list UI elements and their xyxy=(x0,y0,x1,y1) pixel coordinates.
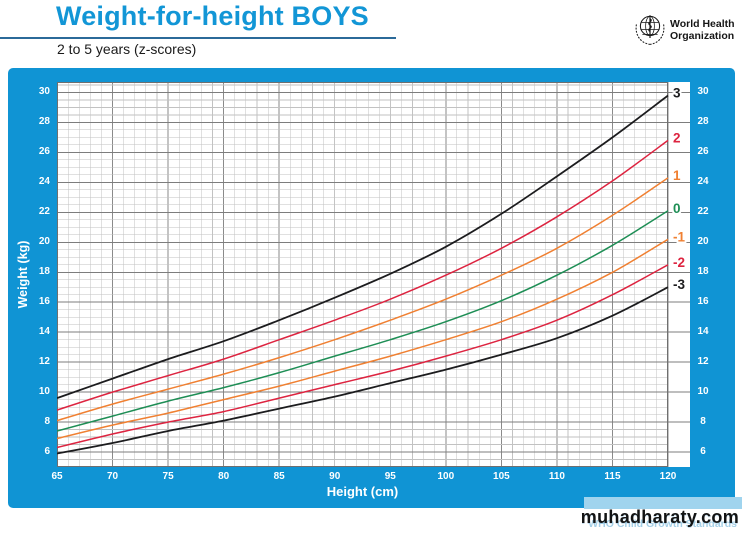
chart-canvas: 3 2 1 0 -1 -2 -3 xyxy=(57,82,690,467)
x-tick-label: 80 xyxy=(218,471,230,482)
who-logo-line1: World Health xyxy=(670,17,735,30)
y-tick-label-right: 18 xyxy=(697,265,709,277)
y-tick-label-left: 24 xyxy=(38,175,50,187)
z-score-label--1: -1 xyxy=(673,229,685,244)
page-title: Weight-for-height BOYS xyxy=(56,1,369,31)
x-tick-label: 120 xyxy=(659,471,677,482)
y-tick-label-right: 20 xyxy=(697,235,709,247)
x-tick-label: 115 xyxy=(604,471,621,482)
y-tick-label-left: 26 xyxy=(38,145,50,157)
z-score-label-0: 0 xyxy=(673,201,681,216)
z-curve-1 xyxy=(57,177,669,422)
z-curve-3 xyxy=(57,94,669,399)
z-score-label-1: 1 xyxy=(673,168,681,183)
z-score-label--2: -2 xyxy=(673,255,685,270)
z-score-label-2: 2 xyxy=(673,130,681,145)
x-tick-label: 70 xyxy=(106,471,119,482)
x-tick-label: 65 xyxy=(51,471,63,482)
y-tick-label-right: 10 xyxy=(697,385,709,397)
who-logo: World Health Organization xyxy=(634,13,735,47)
page-subtitle: 2 to 5 years (z-scores) xyxy=(57,41,197,57)
y-tick-label-right: 14 xyxy=(697,325,709,337)
y-tick-label-left: 28 xyxy=(38,115,50,127)
z-curve-2 xyxy=(57,139,669,411)
y-tick-label-right: 28 xyxy=(697,115,709,127)
z-curve--1 xyxy=(57,238,669,440)
y-tick-label-left: 18 xyxy=(38,265,50,277)
x-axis-title: Height (cm) xyxy=(326,484,399,499)
title-underline xyxy=(0,37,396,39)
z-curve--3 xyxy=(57,286,669,455)
y-tick-label-right: 6 xyxy=(700,445,706,457)
bottom-highlight-strip xyxy=(584,497,742,509)
plot-area: 3 2 1 0 -1 -2 -3 xyxy=(57,82,690,467)
y-tick-label-right: 22 xyxy=(697,205,709,217)
y-tick-label-right: 16 xyxy=(697,295,709,307)
y-tick-label-right: 24 xyxy=(697,175,709,187)
z-curve-0 xyxy=(57,210,669,432)
x-tick-label: 85 xyxy=(273,471,285,482)
who-logo-line2: Organization xyxy=(670,30,735,42)
watermark: muhadharaty.com xyxy=(580,507,739,527)
z-curve--2 xyxy=(57,264,669,449)
y-tick-label-right: 30 xyxy=(697,85,709,97)
x-tick-label: 105 xyxy=(493,471,510,482)
x-tick-label: 100 xyxy=(437,471,455,482)
y-tick-label-left: 12 xyxy=(38,355,50,367)
y-tick-label-right: 26 xyxy=(697,145,709,157)
x-tick-label: 75 xyxy=(162,471,174,482)
chart-frame: 3 2 1 0 -1 -2 -3 Weight (kg) Height (cm) 65 70 7… xyxy=(8,68,735,508)
x-tick-label: 95 xyxy=(384,471,396,482)
y-tick-label-left: 8 xyxy=(44,415,50,427)
x-tick-label: 110 xyxy=(548,471,565,482)
y-tick-label-left: 16 xyxy=(38,295,50,307)
who-logo-text: World Health Organization xyxy=(670,18,735,43)
y-tick-label-left: 14 xyxy=(38,325,50,337)
background-credit: WHO Child Growth Standards xyxy=(588,518,737,530)
z-score-label--3: -3 xyxy=(673,277,685,292)
y-tick-label-right: 8 xyxy=(700,415,706,427)
who-emblem-icon xyxy=(635,15,665,45)
y-tick-label-left: 6 xyxy=(44,445,50,457)
y-tick-label-right: 12 xyxy=(697,355,709,367)
plot-border xyxy=(57,82,668,467)
y-tick-label-left: 30 xyxy=(38,85,50,97)
y-tick-label-left: 10 xyxy=(38,385,50,397)
z-score-label-3: 3 xyxy=(673,85,681,100)
x-tick-label: 90 xyxy=(329,471,341,482)
y-tick-label-left: 22 xyxy=(38,205,50,217)
y-tick-label-left: 20 xyxy=(38,235,50,247)
